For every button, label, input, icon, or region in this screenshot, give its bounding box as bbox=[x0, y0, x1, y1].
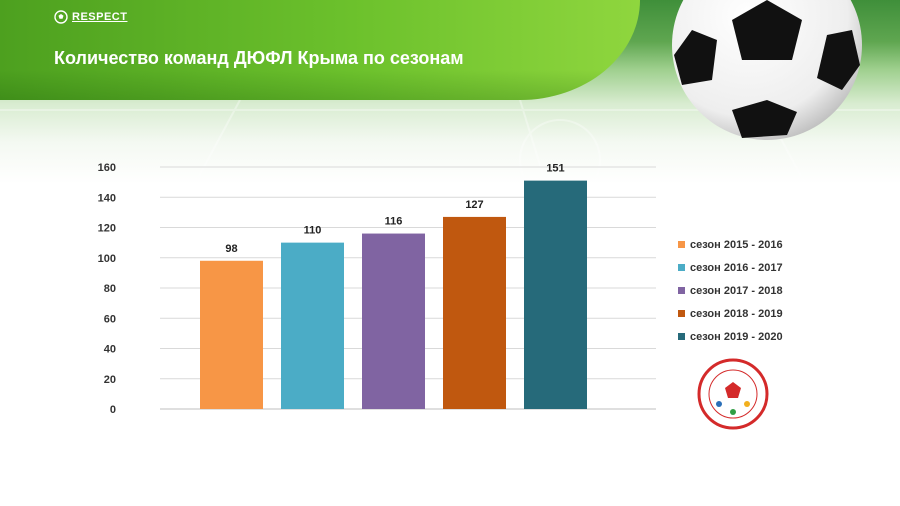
legend-swatch bbox=[678, 333, 685, 340]
league-emblem-icon bbox=[697, 358, 769, 430]
y-tick-label: 100 bbox=[98, 253, 116, 265]
legend-item: сезон 2017 - 2018 bbox=[678, 282, 818, 299]
legend-item: сезон 2015 - 2016 bbox=[678, 236, 818, 253]
header-banner: RESPECT Количество команд ДЮФЛ Крыма по … bbox=[0, 0, 640, 100]
y-tick-label: 160 bbox=[98, 162, 116, 174]
y-tick-label: 140 bbox=[98, 192, 116, 204]
y-tick-label: 80 bbox=[104, 283, 116, 295]
legend-swatch bbox=[678, 310, 685, 317]
y-tick-label: 0 bbox=[110, 404, 116, 416]
data-label: 98 bbox=[225, 243, 237, 255]
legend-item: сезон 2018 - 2019 bbox=[678, 305, 818, 322]
bar bbox=[524, 180, 587, 409]
bar bbox=[362, 233, 425, 409]
data-label: 127 bbox=[465, 199, 483, 211]
page-title: Количество команд ДЮФЛ Крыма по сезонам bbox=[54, 48, 464, 68]
soccer-ball-icon bbox=[672, 0, 862, 140]
y-tick-label: 20 bbox=[104, 374, 116, 386]
bar bbox=[281, 242, 344, 409]
legend-label: сезон 2018 - 2019 bbox=[690, 307, 783, 320]
data-label: 116 bbox=[385, 216, 403, 228]
legend-item: сезон 2016 - 2017 bbox=[678, 259, 818, 276]
legend-label: сезон 2015 - 2016 bbox=[690, 238, 783, 251]
y-tick-label: 60 bbox=[104, 313, 116, 325]
bar bbox=[200, 260, 263, 409]
legend-label: сезон 2016 - 2017 bbox=[690, 261, 783, 274]
y-tick-label: 40 bbox=[104, 344, 116, 356]
soccer-ball-icon bbox=[54, 10, 68, 24]
y-tick-label: 120 bbox=[98, 223, 116, 235]
data-label: 151 bbox=[546, 163, 564, 175]
legend-label: сезон 2017 - 2018 bbox=[690, 284, 783, 297]
brand-name: RESPECT bbox=[72, 11, 128, 23]
legend-swatch bbox=[678, 287, 685, 294]
bar bbox=[443, 216, 506, 409]
legend-item: сезон 2019 - 2020 bbox=[678, 328, 818, 345]
legend-label: сезон 2019 - 2020 bbox=[690, 330, 783, 343]
legend-swatch bbox=[678, 264, 685, 271]
brand: RESPECT bbox=[54, 10, 127, 24]
chart-legend: сезон 2015 - 2016 сезон 2016 - 2017 сезон … bbox=[678, 236, 818, 351]
data-label: 110 bbox=[304, 225, 322, 237]
legend-swatch bbox=[678, 241, 685, 248]
